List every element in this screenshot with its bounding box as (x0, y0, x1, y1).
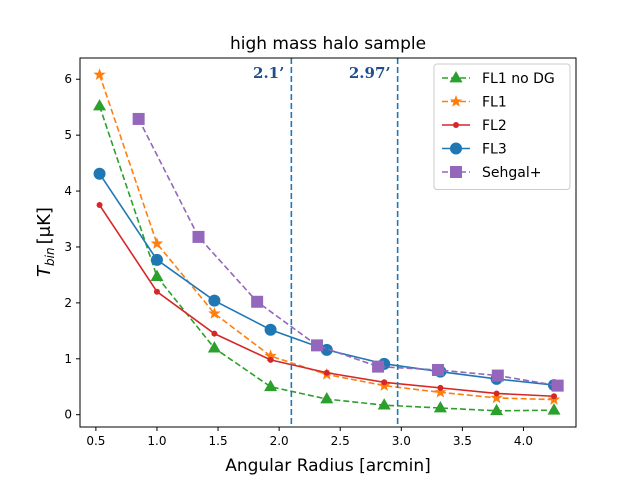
y-tick-label: 1 (64, 352, 72, 366)
data-point-fl1-no-dg (490, 403, 504, 416)
data-point-fl3 (264, 323, 277, 336)
legend-marker (449, 71, 463, 83)
legend-box (433, 63, 571, 190)
data-point-fl2 (437, 384, 444, 391)
legend-marker (453, 122, 459, 128)
data-point-fl2 (551, 393, 558, 400)
data-point-fl1 (434, 385, 447, 398)
data-point-fl1 (264, 349, 277, 362)
data-point-fl2 (211, 330, 218, 337)
data-point-sehgal (251, 295, 264, 308)
legend-label: FL2 (482, 118, 507, 134)
data-point-fl2 (381, 379, 388, 386)
data-point-fl1-no-dg (320, 392, 334, 404)
data-point-fl1-no-dg (207, 341, 221, 353)
y-axis-label-unit: [μK] (34, 207, 55, 244)
data-point-sehgal (311, 339, 324, 352)
y-axis-label-main: T (34, 264, 55, 277)
data-point-fl3 (208, 294, 221, 307)
x-tick-label: 3.0 (392, 434, 411, 448)
y-tick-label: 3 (64, 240, 72, 254)
reference-line-label: 2.1’ (253, 64, 284, 82)
data-point-sehgal (491, 369, 504, 382)
y-axis-label: Tbin [μK] (34, 207, 57, 277)
x-tick-label: 0.5 (86, 434, 105, 448)
reference-line-label: 2.97’ (349, 64, 391, 82)
data-point-fl1 (93, 68, 106, 81)
data-point-fl1-no-dg (150, 269, 164, 281)
data-point-fl1-no-dg (264, 379, 278, 392)
x-tick-label: 1.5 (209, 434, 228, 448)
plot-frame (79, 57, 577, 428)
series-line-fl2 (98, 204, 555, 398)
data-point-fl1-no-dg (433, 400, 447, 413)
vline-layer: 2.1’ 2.97’ (253, 58, 399, 427)
chart-title: high mass halo sample (230, 34, 426, 54)
data-point-fl2 (267, 356, 274, 363)
x-tick-label: 2.0 (270, 434, 289, 448)
series-fl1-no-dg (93, 99, 561, 416)
series-layer (93, 68, 564, 416)
y-tick-label: 5 (64, 128, 72, 142)
y-axis-label-sub: bin (43, 247, 57, 266)
data-point-fl1-no-dg (547, 403, 561, 415)
legend-marker (449, 95, 463, 107)
data-point-fl2 (153, 288, 160, 295)
data-point-fl1 (490, 391, 503, 404)
x-axis: 0.5 1.0 1.5 2.0 2.5 3.0 3.5 4.0 (86, 427, 533, 448)
x-tick-label: 3.5 (453, 434, 472, 448)
data-point-sehgal (372, 360, 385, 373)
legend-label: FL1 (482, 95, 507, 111)
x-axis-label: Angular Radius [arcmin] (225, 456, 431, 476)
y-tick-label: 4 (64, 184, 72, 198)
data-point-fl1 (208, 307, 221, 319)
legend: FL1 no DG FL1 FL2 FL3 Sehgal+ (433, 63, 571, 190)
legend-marker (450, 142, 462, 155)
series-fl3 (93, 167, 561, 392)
y-tick-label: 0 (64, 408, 72, 422)
legend-label: Sehgal+ (482, 165, 541, 181)
data-point-fl3 (93, 167, 106, 180)
data-point-sehgal (132, 112, 145, 125)
data-point-fl1-no-dg (377, 398, 391, 410)
data-point-fl3 (150, 253, 163, 266)
data-point-fl2 (493, 390, 500, 397)
data-point-sehgal (551, 379, 564, 392)
x-tick-label: 1.0 (147, 434, 166, 448)
data-point-fl2 (323, 369, 330, 376)
data-point-sehgal (431, 363, 444, 376)
x-tick-label: 2.5 (331, 434, 350, 448)
x-tick-label: 4.0 (514, 434, 533, 448)
legend-marker (450, 166, 462, 178)
data-point-sehgal (192, 230, 205, 243)
data-point-fl2 (96, 202, 103, 209)
y-tick-label: 6 (64, 72, 72, 86)
legend-label: FL1 no DG (482, 71, 555, 87)
data-point-fl3 (320, 343, 333, 356)
y-tick-label: 2 (64, 296, 72, 310)
series-sehgal (132, 112, 564, 392)
series-line-sehgal (137, 118, 558, 387)
series-fl2 (96, 202, 558, 400)
legend-label: FL3 (482, 142, 507, 158)
data-point-fl1 (150, 237, 164, 249)
y-axis: 0 1 2 3 4 5 6 (64, 72, 80, 422)
data-point-fl1-no-dg (93, 99, 107, 111)
